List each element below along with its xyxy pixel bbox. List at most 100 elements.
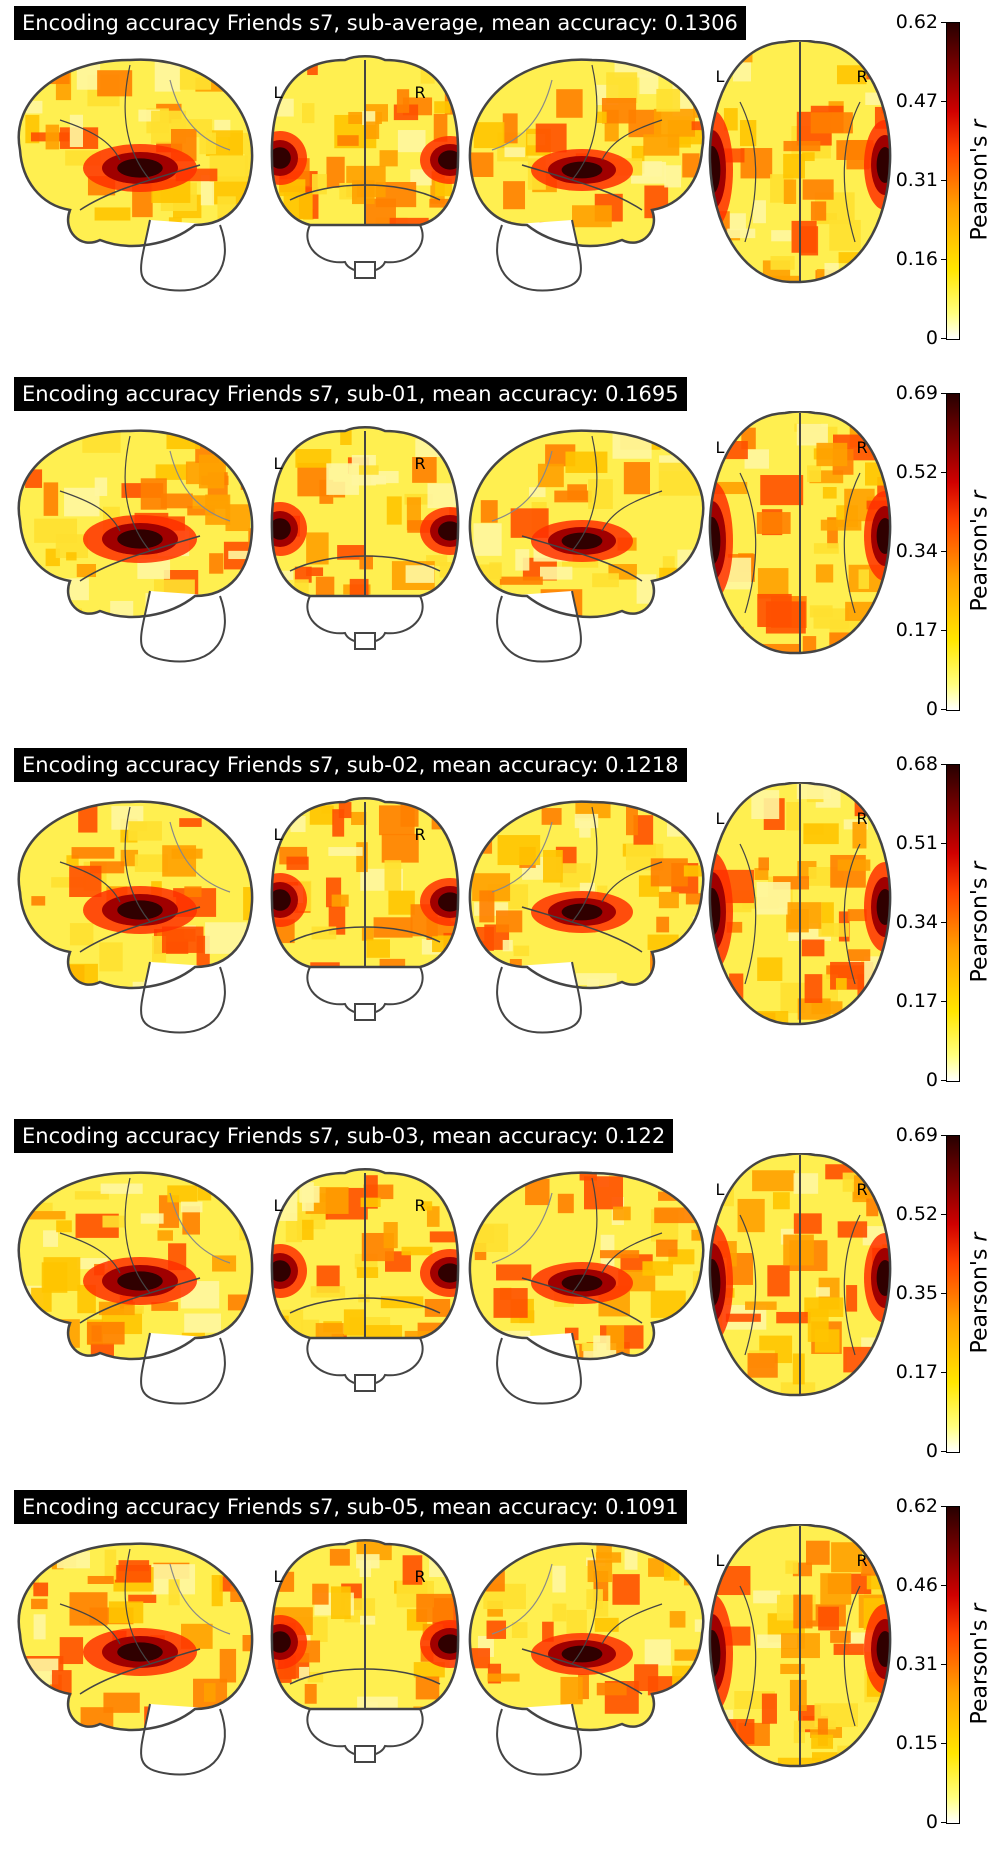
coronal-view — [270, 1539, 460, 1763]
colorbar-tick-label: 0 — [925, 1069, 938, 1091]
right-lateral-view — [468, 800, 705, 1034]
hemisphere-label-right: R — [856, 1551, 867, 1570]
left-lateral-view — [17, 1542, 254, 1776]
colorbar-label: Pearson's r — [967, 861, 993, 983]
axial-view — [708, 411, 892, 655]
colorbar-tick-mark — [941, 764, 946, 765]
colorbar-tick-mark — [941, 1080, 946, 1081]
colorbar-tick-mark — [941, 709, 946, 710]
left-lateral-view — [17, 1171, 254, 1405]
hemisphere-label-left: L — [274, 1196, 283, 1215]
hemisphere-label-right: R — [414, 1567, 425, 1586]
colorbar-tick-label: 0.17 — [895, 619, 938, 641]
colorbar-tick-mark — [941, 1585, 946, 1586]
colorbar-tick-mark — [941, 472, 946, 473]
colorbar — [946, 22, 960, 340]
colorbar-tick-mark — [941, 259, 946, 260]
colorbar-tick-mark — [941, 1822, 946, 1823]
colorbar-tick-mark — [941, 551, 946, 552]
colorbar-tick-mark — [941, 1451, 946, 1452]
glass-brain-views: L RL R — [17, 1153, 892, 1405]
axial-view — [708, 782, 892, 1026]
colorbar-tick-mark — [941, 1372, 946, 1373]
hemisphere-label-right: R — [856, 67, 867, 86]
colorbar-tick-label: 0.68 — [895, 753, 938, 775]
colorbar-label: Pearson's r — [967, 1603, 993, 1725]
colorbar-tick-label: 0.52 — [895, 1203, 938, 1225]
colorbar — [946, 393, 960, 711]
colorbar-tick-label: 0.17 — [895, 990, 938, 1012]
colorbar-tick-label: 0 — [925, 1811, 938, 1833]
colorbar-tick-mark — [941, 22, 946, 23]
colorbar-label: Pearson's r — [967, 490, 993, 612]
hemisphere-label-right: R — [856, 438, 867, 457]
colorbar-tick-mark — [941, 843, 946, 844]
colorbar-tick-mark — [941, 1135, 946, 1136]
hemisphere-label-right: R — [414, 1196, 425, 1215]
colorbar-tick-mark — [941, 1743, 946, 1744]
colorbar-tick-mark — [941, 1293, 946, 1294]
panel-title: Encoding accuracy Friends s7, sub-05, me… — [14, 1490, 687, 1524]
panel-title: Encoding accuracy Friends s7, sub-averag… — [14, 6, 746, 40]
hemisphere-label-right: R — [414, 825, 425, 844]
colorbar-tick-label: 0.17 — [895, 1361, 938, 1383]
coronal-view — [270, 426, 460, 650]
colorbar-tick-mark — [941, 393, 946, 394]
glass-brain-views: L RL R — [17, 1524, 892, 1776]
colorbar-label: Pearson's r — [967, 1232, 993, 1354]
colorbar — [946, 764, 960, 1082]
colorbar-tick-mark — [941, 101, 946, 102]
right-lateral-view — [468, 58, 705, 292]
colorbar-tick-label: 0.34 — [895, 911, 938, 933]
hemisphere-label-left: L — [274, 825, 283, 844]
colorbar-tick-label: 0 — [925, 327, 938, 349]
colorbar-tick-mark — [941, 1001, 946, 1002]
colorbar-tick-label: 0.47 — [895, 90, 938, 112]
hemisphere-label-left: L — [716, 809, 725, 828]
left-lateral-view — [17, 800, 254, 1034]
colorbar-tick-label: 0.51 — [895, 832, 938, 854]
colorbar-tick-mark — [941, 922, 946, 923]
colorbar-tick-label: 0.62 — [895, 1495, 938, 1517]
panel-title: Encoding accuracy Friends s7, sub-03, me… — [14, 1119, 674, 1153]
colorbar — [946, 1135, 960, 1453]
axial-view — [708, 1524, 892, 1768]
colorbar-tick-mark — [941, 1214, 946, 1215]
coronal-view — [270, 1168, 460, 1392]
colorbar-tick-label: 0.35 — [895, 1282, 938, 1304]
right-lateral-view — [468, 429, 705, 663]
coronal-view — [270, 55, 460, 279]
hemisphere-label-left: L — [716, 67, 725, 86]
colorbar — [946, 1506, 960, 1824]
colorbar-tick-label: 0 — [925, 698, 938, 720]
brain-panel: Encoding accuracy Friends s7, sub-03, me… — [0, 1113, 1004, 1483]
colorbar-tick-mark — [941, 630, 946, 631]
brain-panel: Encoding accuracy Friends s7, sub-02, me… — [0, 742, 1004, 1112]
colorbar-tick-label: 0.52 — [895, 461, 938, 483]
colorbar-tick-label: 0.34 — [895, 540, 938, 562]
left-lateral-view — [17, 429, 254, 663]
hemisphere-label-left: L — [274, 83, 283, 102]
brain-panel: Encoding accuracy Friends s7, sub-averag… — [0, 0, 1004, 370]
hemisphere-label-right: R — [856, 1180, 867, 1199]
hemisphere-label-right: R — [414, 83, 425, 102]
colorbar-tick-label: 0.62 — [895, 11, 938, 33]
brain-panel: Encoding accuracy Friends s7, sub-05, me… — [0, 1484, 1004, 1854]
hemisphere-label-left: L — [274, 454, 283, 473]
colorbar-tick-mark — [941, 180, 946, 181]
hemisphere-label-left: L — [274, 1567, 283, 1586]
colorbar-tick-mark — [941, 1664, 946, 1665]
colorbar-tick-mark — [941, 338, 946, 339]
glass-brain-views: L RL R — [17, 40, 892, 292]
hemisphere-label-left: L — [716, 1180, 725, 1199]
axial-view — [708, 1153, 892, 1397]
colorbar-tick-label: 0.46 — [895, 1574, 938, 1596]
hemisphere-label-right: R — [414, 454, 425, 473]
coronal-view — [270, 797, 460, 1021]
colorbar-tick-label: 0.31 — [895, 169, 938, 191]
colorbar-tick-label: 0.31 — [895, 1653, 938, 1675]
colorbar-label: Pearson's r — [967, 119, 993, 241]
hemisphere-label-left: L — [716, 438, 725, 457]
glass-brain-views: L RL R — [17, 411, 892, 663]
colorbar-tick-label: 0.69 — [895, 1124, 938, 1146]
